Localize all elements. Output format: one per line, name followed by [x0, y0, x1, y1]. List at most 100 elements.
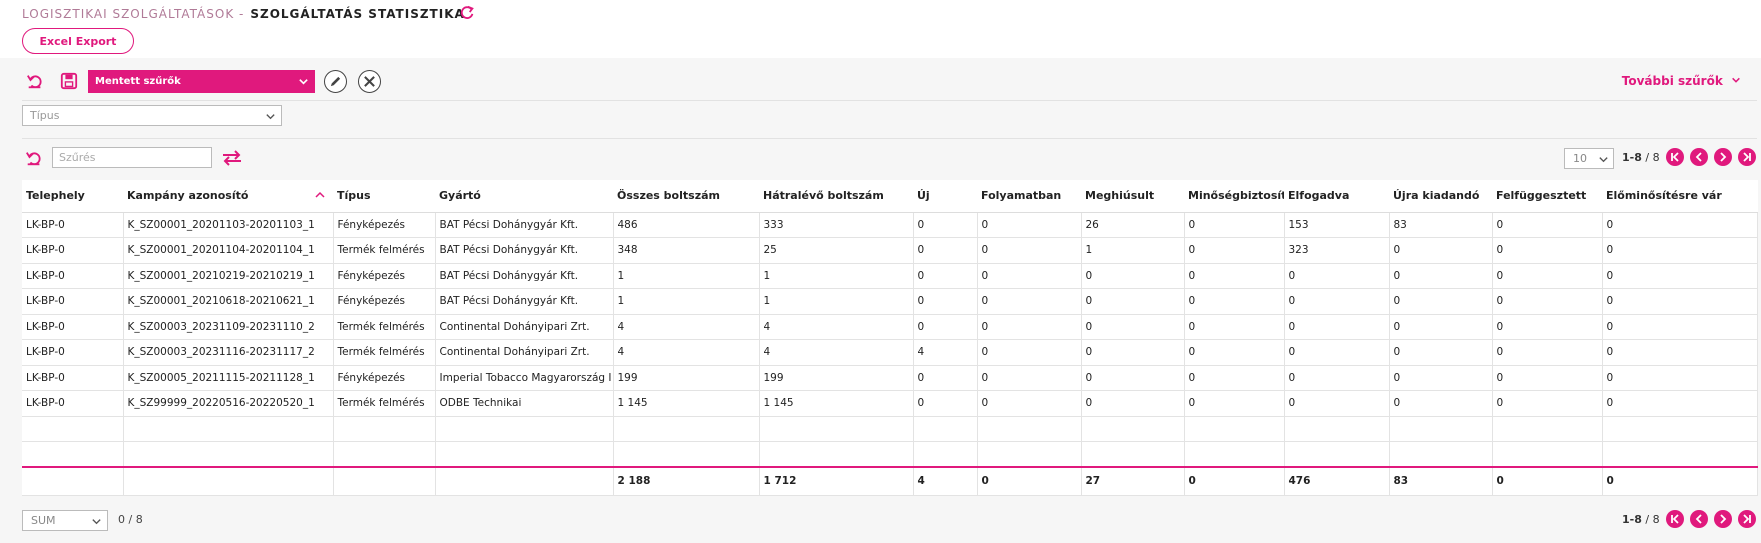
- table-cell: LK-BP-0: [22, 365, 124, 391]
- table-row[interactable]: LK-BP-0 K_SZ00001_20210219-20210219_1 Fény…: [22, 263, 1758, 289]
- last-page-icon[interactable]: [1738, 510, 1756, 528]
- empty-row: [22, 416, 1758, 442]
- delete-filter-icon[interactable]: [358, 70, 381, 93]
- page-size-select[interactable]: 10: [1564, 148, 1614, 169]
- table-cell: 25: [759, 237, 914, 264]
- breadcrumb-parent[interactable]: LOGISZTIKAI SZOLGÁLTATÁSOK -: [22, 7, 245, 21]
- empty-cell: [1492, 416, 1603, 442]
- column-header-sorted[interactable]: Kampány azonosító: [123, 180, 333, 213]
- column-header[interactable]: Újra kiadandó: [1389, 180, 1492, 213]
- table-cell: 1 145: [759, 390, 914, 417]
- edit-icon[interactable]: [324, 70, 347, 93]
- table-row[interactable]: LK-BP-0 K_SZ00005_20211115-20211128_1 Fény…: [22, 365, 1758, 391]
- swap-arrows-icon[interactable]: [221, 147, 243, 169]
- column-header[interactable]: Minőségbiztosít: [1184, 180, 1284, 213]
- page-total: 8: [1652, 151, 1660, 164]
- more-filters-toggle[interactable]: További szűrők: [1622, 74, 1741, 88]
- first-page-icon[interactable]: [1666, 510, 1684, 528]
- prev-page-icon[interactable]: [1690, 148, 1708, 166]
- table-cell: BAT Pécsi Dohánygyár Kft.: [435, 237, 614, 264]
- table-cell: 199: [613, 365, 760, 391]
- column-header[interactable]: Hátralévő boltszám: [759, 180, 913, 213]
- column-header[interactable]: Összes boltszám: [613, 180, 759, 213]
- column-header[interactable]: Gyártó: [435, 180, 613, 213]
- table-cell: LK-BP-0: [22, 390, 124, 417]
- table-row[interactable]: LK-BP-0 K_SZ00003_20231109-20231110_2 Term…: [22, 314, 1758, 340]
- table-cell: Continental Dohányipari Zrt.: [435, 339, 614, 366]
- type-select-placeholder: Típus: [30, 109, 60, 122]
- table-cell: LK-BP-0: [22, 288, 124, 315]
- column-header[interactable]: Felfüggesztett: [1492, 180, 1602, 213]
- table-cell: 0: [1184, 339, 1285, 366]
- column-header[interactable]: Folyamatban: [977, 180, 1081, 213]
- table-cell: 0: [1389, 339, 1493, 366]
- saved-filters-dropdown[interactable]: Mentett szűrők: [88, 70, 315, 93]
- saved-filters-label: Mentett szűrők: [95, 76, 181, 87]
- save-icon[interactable]: [58, 70, 80, 92]
- table-cell: 0: [1081, 390, 1185, 417]
- table-cell: 333: [759, 212, 914, 238]
- table-cell: 1: [613, 288, 760, 315]
- table-cell: K_SZ00001_20210219-20210219_1: [123, 263, 334, 289]
- reset-grid-icon[interactable]: [23, 147, 45, 169]
- next-page-icon[interactable]: [1714, 510, 1732, 528]
- column-header[interactable]: Típus: [333, 180, 435, 213]
- table-cell: 0: [1492, 365, 1603, 391]
- type-select[interactable]: Típus: [22, 105, 282, 126]
- table-cell: 0: [913, 263, 978, 289]
- total-cell: 27: [1081, 466, 1185, 496]
- empty-cell: [1184, 441, 1285, 468]
- table-cell: K_SZ00001_20201103-20201103_1: [123, 212, 334, 238]
- table-cell: 0: [1492, 263, 1603, 289]
- table-cell: 0: [1081, 288, 1185, 315]
- table-cell: 0: [1081, 365, 1185, 391]
- total-cell: 2 188: [613, 466, 760, 496]
- column-header[interactable]: Új: [913, 180, 977, 213]
- table-cell: 0: [1389, 365, 1493, 391]
- table-cell: 0: [1389, 314, 1493, 340]
- column-header[interactable]: Elfogadva: [1284, 180, 1389, 213]
- table-cell: BAT Pécsi Dohánygyár Kft.: [435, 263, 614, 289]
- table-cell: 153: [1284, 212, 1390, 238]
- empty-cell: [759, 416, 914, 442]
- empty-cell: [1389, 441, 1493, 468]
- more-filters-label: További szűrők: [1621, 74, 1723, 88]
- table-row[interactable]: LK-BP-0 K_SZ00003_20231116-20231117_2 Term…: [22, 339, 1758, 366]
- next-page-icon[interactable]: [1714, 148, 1732, 166]
- column-header[interactable]: Előminősítésre vár: [1602, 180, 1757, 213]
- table-header-row: Telephely Kampány azonosító Típus Gyártó…: [22, 180, 1757, 213]
- aggregate-value: SUM: [31, 514, 56, 527]
- page-title: SZOLGÁLTATÁS STATISZTIKA: [250, 7, 465, 21]
- last-page-icon[interactable]: [1738, 148, 1756, 166]
- refresh-icon[interactable]: [458, 4, 476, 22]
- column-header[interactable]: Telephely: [22, 180, 123, 213]
- table-cell: 0: [977, 212, 1082, 238]
- first-page-icon[interactable]: [1666, 148, 1684, 166]
- excel-export-button[interactable]: Excel Export: [22, 28, 134, 54]
- empty-cell: [333, 416, 436, 442]
- table-row[interactable]: LK-BP-0 K_SZ99999_20220516-20220520_1 Term…: [22, 390, 1758, 417]
- column-header-label: Kampány azonosító: [127, 189, 249, 203]
- search-input[interactable]: Szűrés: [52, 147, 212, 168]
- aggregate-select[interactable]: SUM: [22, 510, 108, 531]
- table-row[interactable]: LK-BP-0 K_SZ00001_20201104-20201104_1 Term…: [22, 237, 1758, 264]
- table-cell: 0: [1389, 237, 1493, 264]
- table-cell: LK-BP-0: [22, 237, 124, 264]
- table-cell: K_SZ00003_20231116-20231117_2: [123, 339, 334, 366]
- total-cell: 0: [1492, 466, 1603, 496]
- empty-cell: [123, 441, 334, 468]
- page-info-bottom: 1-8 / 8: [1622, 513, 1660, 526]
- table-row[interactable]: LK-BP-0 K_SZ00001_20210618-20210621_1 Fény…: [22, 288, 1758, 315]
- empty-cell: [759, 441, 914, 468]
- table-cell: BAT Pécsi Dohánygyár Kft.: [435, 212, 614, 238]
- statistics-table: Telephely Kampány azonosító Típus Gyártó…: [22, 180, 1758, 496]
- table-cell: 0: [977, 390, 1082, 417]
- table-cell: 0: [1602, 339, 1758, 366]
- prev-page-icon[interactable]: [1690, 510, 1708, 528]
- table-cell: Termék felmérés: [333, 339, 436, 366]
- column-header[interactable]: Meghiúsult: [1081, 180, 1184, 213]
- reset-filter-icon[interactable]: [24, 70, 46, 92]
- total-cell: 0: [977, 466, 1082, 496]
- table-row[interactable]: LK-BP-0 K_SZ00001_20201103-20201103_1 Fény…: [22, 212, 1758, 238]
- table-cell: Fényképezés: [333, 263, 436, 289]
